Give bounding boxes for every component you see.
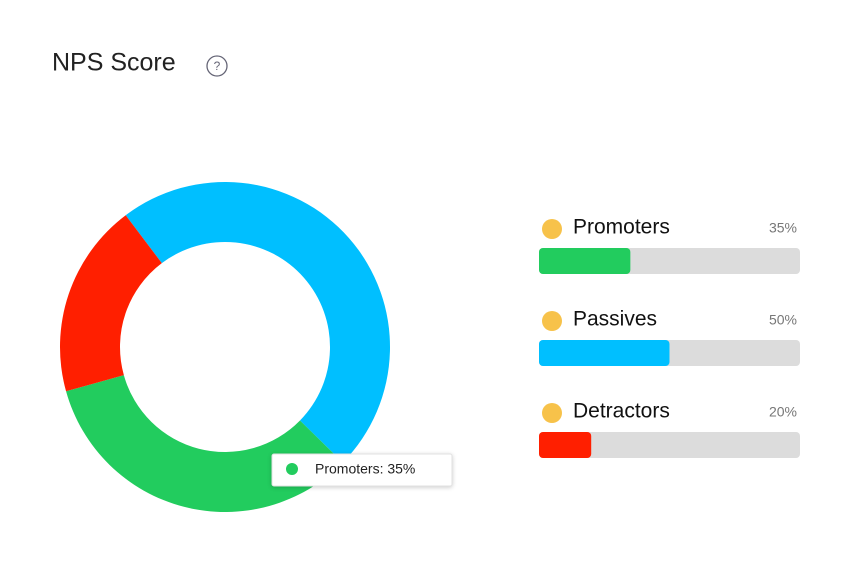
legend-label: Passives bbox=[573, 308, 657, 331]
legend-label: Detractors bbox=[573, 400, 670, 423]
bar bbox=[539, 248, 631, 274]
emoji-icon bbox=[542, 311, 562, 331]
legend-label: Promoters bbox=[573, 216, 670, 239]
legend-value: 50% bbox=[769, 312, 797, 328]
emoji-icon bbox=[542, 403, 562, 423]
donut-segment bbox=[66, 375, 343, 512]
help-icon-text: ? bbox=[214, 59, 221, 73]
tooltip: Promoters: 35% bbox=[271, 453, 453, 487]
bar bbox=[539, 340, 670, 366]
donut-segment bbox=[59, 215, 162, 392]
tooltip-box bbox=[271, 453, 453, 487]
legend-value: 35% bbox=[769, 220, 797, 236]
bar bbox=[539, 432, 592, 458]
emoji-icon bbox=[542, 219, 562, 239]
legend: Promoters 35% Passives 50% Detractors 20% bbox=[539, 216, 800, 458]
title: NPS Score bbox=[52, 49, 176, 77]
legend-value: 20% bbox=[769, 404, 797, 420]
bar-track bbox=[539, 432, 800, 458]
donut-segment bbox=[125, 182, 390, 463]
tooltip-text: Promoters: 35% bbox=[315, 461, 415, 477]
help-icon[interactable] bbox=[206, 55, 228, 77]
tooltip-dot bbox=[286, 463, 298, 475]
